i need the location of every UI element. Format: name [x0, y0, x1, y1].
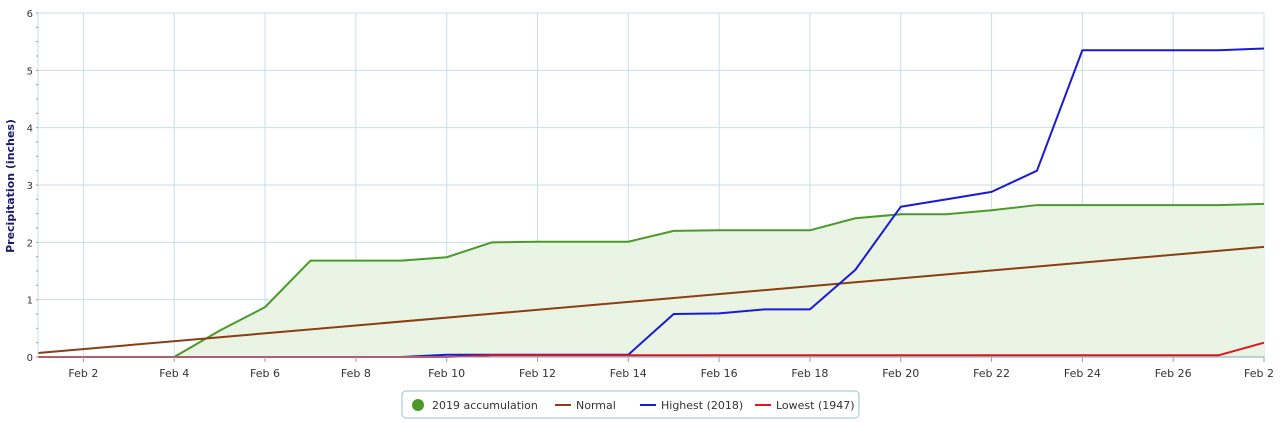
- x-tick-label: Feb 2: [1244, 367, 1274, 380]
- series-area-0: [38, 203, 1264, 357]
- legend-label: Normal: [576, 399, 616, 412]
- series-line-1[interactable]: [37, 245, 1265, 354]
- y-tick-label: 6: [27, 9, 33, 20]
- x-tick-label: Feb 24: [1064, 367, 1101, 380]
- x-tick-label: Feb 10: [428, 367, 465, 380]
- legend-label: 2019 accumulation: [432, 399, 538, 412]
- x-tick-label: Feb 4: [159, 367, 189, 380]
- legend-label: Highest (2018): [661, 399, 743, 412]
- x-tick-label: Feb 6: [250, 367, 280, 380]
- y-tick-label: 5: [27, 66, 33, 77]
- x-tick-label: Feb 22: [973, 367, 1010, 380]
- y-axis-title: Precipitation (inches): [4, 119, 17, 253]
- y-tick-label: 3: [27, 181, 33, 192]
- x-tick-labels: Feb 2 Feb 4 Feb 6 Feb 8 Feb 10 Feb 12 Feb 14 Fe…: [68, 367, 1274, 380]
- y-tick-label: 2: [27, 238, 33, 249]
- series-lines: [37, 47, 1265, 358]
- x-tick-label: Feb 8: [341, 367, 371, 380]
- legend-item-3[interactable]: Lowest (1947): [755, 399, 855, 412]
- x-tick-label: Feb 26: [1155, 367, 1192, 380]
- x-tick-label: Feb 12: [519, 367, 556, 380]
- legend-label: Lowest (1947): [776, 399, 855, 412]
- axes: [36, 12, 1265, 362]
- y-tick-labels: 0 1 2 3 4 5 6: [27, 9, 33, 364]
- y-tick-label: 0: [27, 353, 33, 364]
- x-tick-label: Feb 14: [610, 367, 647, 380]
- series-line-0[interactable]: [38, 202, 1265, 358]
- legend-item-0[interactable]: 2019 accumulation: [412, 399, 538, 412]
- legend-box: [401, 390, 860, 419]
- legend-marker: [412, 399, 424, 411]
- legend: 2019 accumulation Normal Highest (2018) Low…: [401, 390, 860, 419]
- x-tick-label: Feb 16: [701, 367, 738, 380]
- x-tick-label: Feb 18: [791, 367, 828, 380]
- legend-item-1[interactable]: Normal: [555, 399, 616, 412]
- legend-item-2[interactable]: Highest (2018): [640, 399, 743, 412]
- x-tick-label: Feb 20: [882, 367, 919, 380]
- y-tick-label: 4: [27, 124, 33, 135]
- x-tick-label: Feb 2: [68, 367, 98, 380]
- y-tick-label: 1: [27, 296, 33, 307]
- area-fill-layer: [38, 203, 1264, 357]
